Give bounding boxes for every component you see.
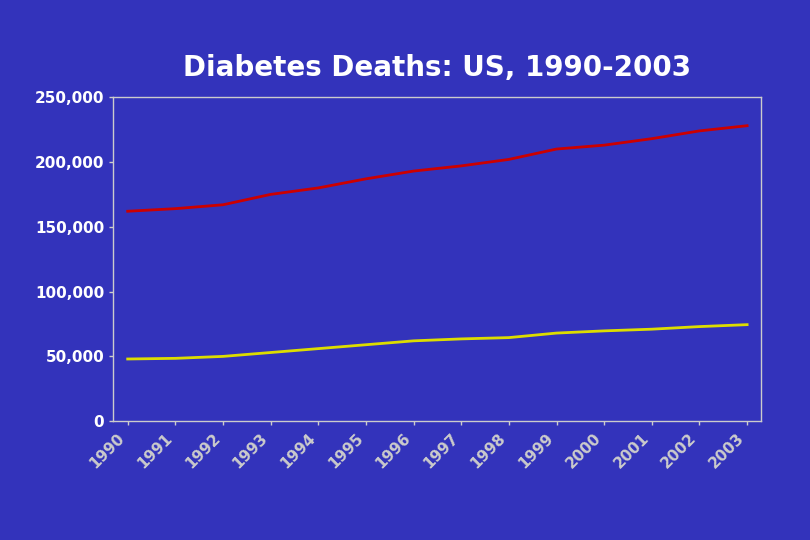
Underlying cause xyxy=(456,336,466,342)
Underlying cause xyxy=(218,353,228,360)
Underlying cause xyxy=(170,355,180,362)
Any mention xyxy=(361,176,371,182)
Any mention xyxy=(742,123,752,129)
Underlying cause xyxy=(123,356,133,362)
Any mention xyxy=(599,142,609,149)
Underlying cause xyxy=(361,341,371,348)
Any mention xyxy=(313,185,323,191)
Underlying cause xyxy=(504,334,514,341)
Line: Underlying cause: Underlying cause xyxy=(128,325,747,359)
Underlying cause xyxy=(313,346,323,352)
Any mention xyxy=(647,136,657,142)
Underlying cause xyxy=(742,321,752,328)
Any mention xyxy=(456,163,466,169)
Underlying cause xyxy=(599,328,609,334)
Any mention xyxy=(409,168,419,174)
Underlying cause xyxy=(552,330,561,336)
Line: Any mention: Any mention xyxy=(128,126,747,211)
Any mention xyxy=(552,146,561,152)
Any mention xyxy=(218,201,228,208)
Underlying cause xyxy=(266,349,275,356)
Any mention xyxy=(504,156,514,163)
Underlying cause xyxy=(695,323,705,330)
Any mention xyxy=(266,191,275,198)
Title: Diabetes Deaths: US, 1990-2003: Diabetes Deaths: US, 1990-2003 xyxy=(183,55,692,83)
Any mention xyxy=(170,205,180,212)
Underlying cause xyxy=(647,326,657,333)
Any mention xyxy=(695,127,705,134)
Underlying cause xyxy=(409,338,419,344)
Any mention xyxy=(123,208,133,214)
